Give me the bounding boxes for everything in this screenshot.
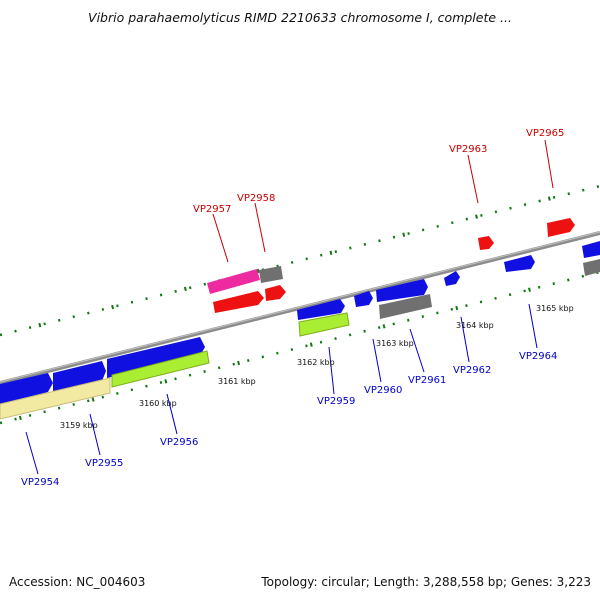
gene-right-blue[interactable] [582,241,600,258]
gene-yellow[interactable] [0,377,111,420]
gene-label-vp2956[interactable]: VP2956 [160,437,198,448]
gene-vp2960[interactable] [354,291,373,307]
inner-tick-rail [0,270,600,425]
gene-magenta[interactable] [207,269,260,294]
accession-text: Accession: NC_004603 [9,575,146,589]
gene-label-vp2957[interactable]: VP2957 [193,204,231,215]
leader-vp2962 [460,316,470,363]
leader-vp2957 [212,213,229,263]
gene-label-vp2955[interactable]: VP2955 [85,458,123,469]
gene-vp2955[interactable] [53,361,106,391]
gene-vp2963[interactable] [478,236,494,250]
chromosome-backbone-highlight [0,231,600,383]
gene-green-1[interactable] [111,350,210,388]
gene-vp2961-blue[interactable] [376,279,428,302]
gene-label-vp2965[interactable]: VP2965 [526,128,564,139]
gene-grey-1[interactable] [259,266,283,283]
gene-label-vp2960[interactable]: VP2960 [364,385,402,396]
map-title: Vibrio parahaemolyticus RIMD 2210633 chr… [88,10,512,25]
leader-vp2958 [254,202,266,253]
kbp-tick-labels: 3159 kbp 3160 kbp 3161 kbp 3162 kbp 3163… [60,304,574,430]
leader-vp2963 [467,154,479,204]
inner-rail-major-ticks [0,270,600,425]
label-leaders [25,139,554,475]
gene-label-vp2961[interactable]: VP2961 [408,375,446,386]
leader-vp2956 [166,393,178,435]
gene-vp2961-grey[interactable] [379,294,432,319]
chromosome-backbone [0,231,600,385]
gene-vp2954[interactable] [0,373,53,404]
tick-label: 3164 kbp [456,321,494,330]
gene-vp2964[interactable] [504,255,535,272]
tick-label: 3161 kbp [218,377,256,386]
gene-vp2959-blue[interactable] [297,299,345,320]
gene-vp2962[interactable] [444,271,460,286]
leader-vp2960 [372,338,382,383]
gene-right-grey[interactable] [583,259,600,276]
gene-label-vp2962[interactable]: VP2962 [453,365,491,376]
gene-label-vp2954[interactable]: VP2954 [21,477,59,488]
leader-vp2965 [544,139,554,189]
tick-label: 3159 kbp [60,421,98,430]
gene-label-vp2959[interactable]: VP2959 [317,396,355,407]
leader-vp2959 [328,346,335,395]
tick-label: 3165 kbp [536,304,574,313]
gene-vp2959-green[interactable] [298,312,350,337]
gene-label-vp2958[interactable]: VP2958 [237,193,275,204]
gene-labels: VP2954 VP2955 VP2956 VP2957 VP2958 VP295… [21,128,564,488]
gene-label-vp2964[interactable]: VP2964 [519,351,557,362]
leader-vp2964 [528,303,538,349]
gene-red-2[interactable] [265,285,286,301]
tick-label: 3162 kbp [297,358,335,367]
gene-label-vp2963[interactable]: VP2963 [449,144,487,155]
leader-vp2954 [25,431,39,475]
leader-vp2955 [89,413,101,456]
tick-label: 3160 kbp [139,399,177,408]
gene-vp2965[interactable] [547,218,575,237]
topology-summary: Topology: circular; Length: 3,288,558 bp… [261,575,591,589]
leader-vp2961 [409,328,425,373]
gene-vp2956-blue[interactable] [107,337,205,378]
gene-red-1[interactable] [213,291,264,313]
gene-features [0,218,600,420]
tick-label: 3163 kbp [376,339,414,348]
